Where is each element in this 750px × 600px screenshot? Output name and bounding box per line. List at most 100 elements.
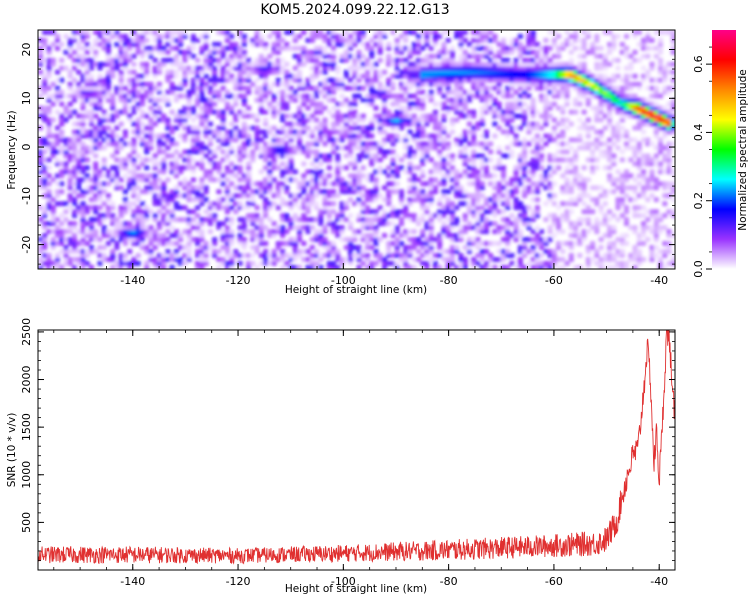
heatmap-cell [122, 38, 128, 43]
heatmap-cell [309, 265, 315, 269]
heatmap-cell [309, 253, 315, 258]
heatmap-cell [182, 177, 188, 183]
heatmap-cell [356, 93, 362, 99]
heatmap-cell [437, 65, 443, 71]
heatmap-cell [607, 165, 613, 171]
heatmap-cell [84, 157, 90, 163]
heatmap-cell [517, 265, 523, 269]
heatmap-cell [335, 153, 341, 159]
heatmap-cell [55, 77, 61, 83]
heatmap-cell [101, 157, 107, 163]
heatmap-cell [432, 213, 438, 218]
heatmap-cell [428, 65, 434, 71]
heatmap-cell [645, 73, 651, 79]
heatmap-cell [258, 42, 264, 47]
heatmap-cell [462, 113, 468, 119]
heatmap-cell [318, 181, 324, 187]
heatmap-cell [407, 217, 413, 222]
heatmap-cell [271, 49, 277, 55]
heatmap-cell [483, 225, 489, 230]
heatmap-cell [135, 73, 141, 79]
heatmap-cell [632, 97, 638, 103]
heatmap-cell [619, 42, 625, 47]
heatmap-cell [432, 265, 438, 269]
heatmap-cell [534, 69, 540, 75]
heatmap-cell [483, 89, 489, 95]
heatmap-cell [365, 217, 371, 222]
heatmap-cell [624, 73, 630, 79]
heatmap-cell [241, 109, 247, 115]
heatmap-cell [169, 213, 175, 218]
heatmap-cell [55, 109, 61, 115]
heatmap-cell [195, 93, 201, 99]
heatmap-cell [80, 233, 86, 238]
heatmap-cell [573, 157, 579, 163]
heatmap-cell [156, 89, 162, 95]
heatmap-cell [500, 65, 506, 71]
heatmap-cell [449, 121, 455, 127]
heatmap-cell [416, 65, 422, 71]
heatmap-cell [500, 153, 506, 159]
heatmap-cell [449, 245, 455, 250]
heatmap-cell [602, 89, 608, 95]
heatmap-cell [390, 121, 396, 127]
heatmap-cell [632, 125, 638, 131]
heatmap-cell [517, 229, 523, 234]
heatmap-cell [84, 185, 90, 191]
heatmap-cell [275, 165, 281, 171]
heatmap-cell [420, 133, 426, 139]
heatmap-cell [377, 38, 383, 43]
heatmap-cell [585, 265, 591, 269]
heatmap-cell [356, 181, 362, 187]
heatmap-cell [186, 189, 192, 195]
heatmap-cell [144, 125, 150, 131]
heatmap-cell [573, 38, 579, 43]
heatmap-cell [373, 34, 379, 39]
heatmap-cell [658, 229, 664, 234]
heatmap-cell [403, 45, 409, 51]
heatmap-cell [297, 34, 303, 39]
heatmap-cell [666, 129, 672, 135]
heatmap-cell [339, 185, 345, 191]
heatmap-cell [458, 137, 464, 143]
heatmap-cell [662, 133, 668, 139]
heatmap-cell [505, 181, 511, 187]
heatmap-cell [280, 97, 286, 103]
heatmap-cell [645, 53, 651, 59]
heatmap-cell [428, 61, 434, 67]
heatmap-cell [641, 229, 647, 234]
heatmap-cell [399, 97, 405, 103]
heatmap-cell [122, 133, 128, 139]
heatmap-cell [500, 209, 506, 215]
heatmap-cell [271, 229, 277, 234]
heatmap-cell [509, 65, 515, 71]
heatmap-cell [284, 121, 290, 127]
heatmap-cell [611, 38, 617, 43]
heatmap-cell [89, 237, 95, 242]
heatmap-cell [564, 93, 570, 99]
heatmap-cell [517, 233, 523, 238]
heatmap-cell [156, 261, 162, 266]
heatmap-cell [63, 161, 69, 167]
heatmap-cell [59, 101, 65, 107]
heatmap-cell [165, 249, 171, 254]
heatmap-cell [624, 97, 630, 103]
heatmap-cell [38, 205, 44, 211]
heatmap-cell [611, 189, 617, 195]
heatmap-cell [432, 185, 438, 191]
heatmap-cell [127, 42, 133, 47]
heatmap-cell [352, 61, 358, 67]
heatmap-cell [292, 201, 298, 207]
heatmap-cell [220, 149, 226, 155]
heatmap-cell [148, 209, 154, 215]
heatmap-cell [653, 45, 659, 51]
heatmap-cell [233, 133, 239, 139]
heatmap-cell [539, 237, 545, 242]
heatmap-cell [46, 65, 52, 71]
heatmap-cell [658, 42, 664, 47]
heatmap-cell [437, 169, 443, 175]
heatmap-cell [80, 249, 86, 254]
heatmap-cell [229, 109, 235, 115]
heatmap-cell [360, 193, 366, 199]
heatmap-cell [509, 253, 515, 258]
